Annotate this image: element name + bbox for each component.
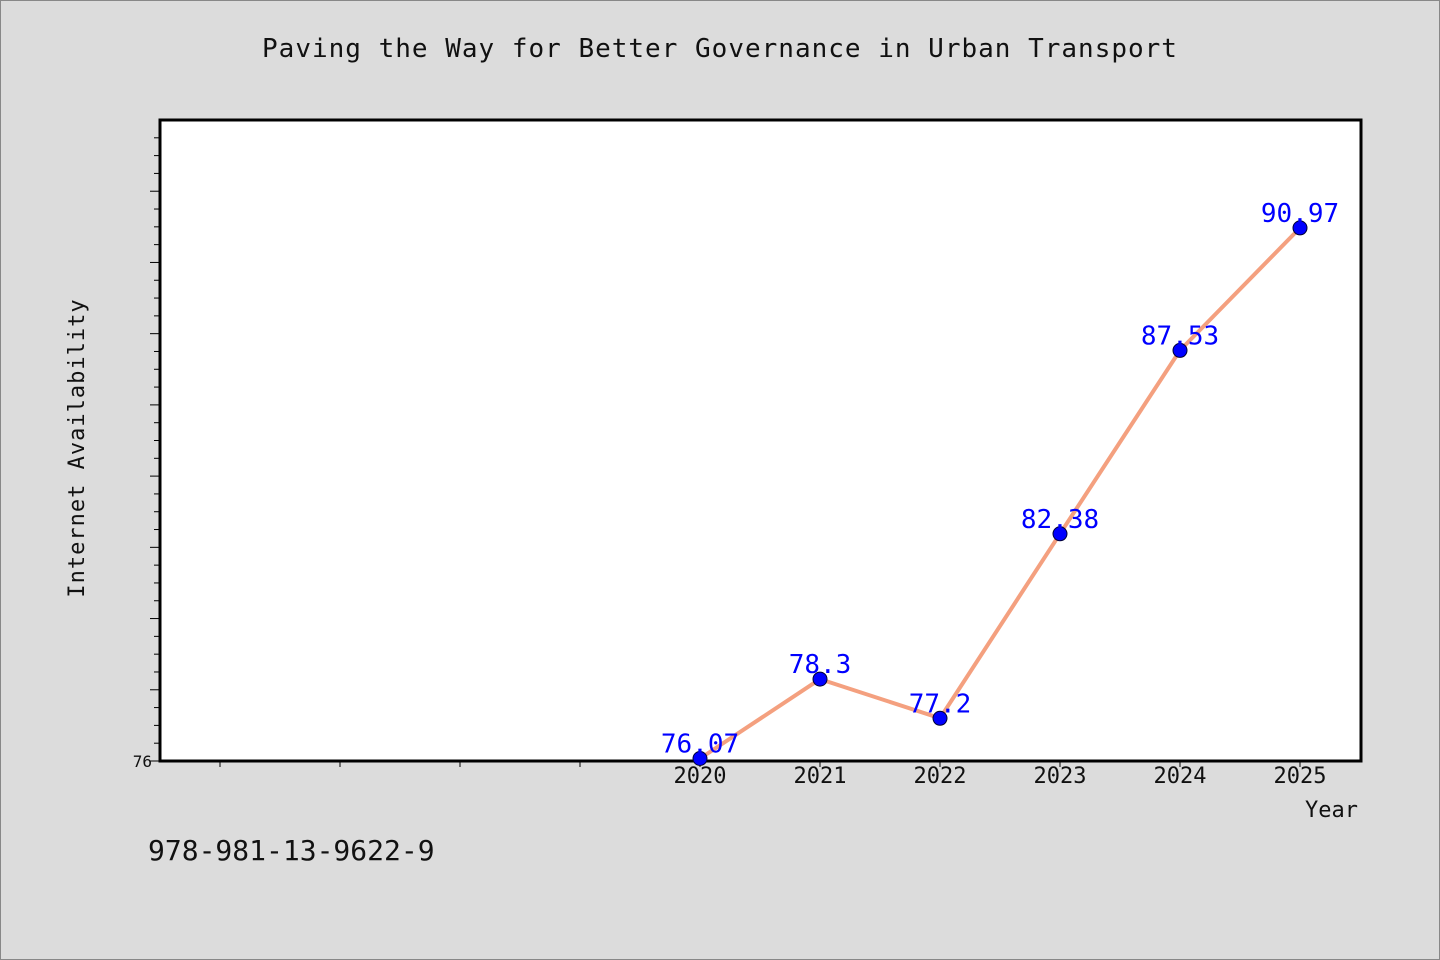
x-axis-label: Year bbox=[1305, 798, 1358, 823]
data-label: 87.53 bbox=[1141, 321, 1219, 351]
x-tick-label: 2021 bbox=[794, 764, 847, 789]
series-line-group bbox=[698, 226, 1302, 761]
chart-title: Paving the Way for Better Governance in … bbox=[262, 34, 1178, 64]
x-tick-label: 2022 bbox=[914, 764, 967, 789]
series-line bbox=[698, 226, 1302, 761]
data-label: 77.2 bbox=[909, 689, 972, 719]
y-tick-label: 76 bbox=[133, 752, 152, 771]
data-markers bbox=[692, 220, 1308, 767]
y-axis-ticks: 76 bbox=[133, 137, 160, 771]
y-axis-label: Internet Availability bbox=[65, 298, 90, 597]
data-label: 90.97 bbox=[1261, 199, 1339, 229]
x-tick-label: 2023 bbox=[1034, 764, 1087, 789]
data-label: 82.38 bbox=[1021, 505, 1099, 535]
x-axis-ticks: 2020 2021 2022 2023 2024 2025 bbox=[219, 761, 1327, 789]
plot-area bbox=[158, 118, 1363, 763]
data-point bbox=[1052, 526, 1068, 542]
data-labels: 76.07 78.3 77.2 82.38 87.53 90.97 bbox=[661, 199, 1339, 760]
data-label: 78.3 bbox=[789, 650, 852, 680]
data-point bbox=[1292, 220, 1308, 236]
data-point bbox=[932, 710, 948, 726]
x-tick-label: 2025 bbox=[1274, 764, 1327, 789]
x-tick-label: 2024 bbox=[1154, 764, 1207, 789]
x-tick-label: 2020 bbox=[674, 764, 727, 789]
data-point bbox=[692, 751, 708, 767]
isbn-text: 978-981-13-9622-9 bbox=[148, 834, 435, 867]
data-point bbox=[1172, 342, 1188, 358]
data-point bbox=[812, 671, 828, 687]
data-label: 76.07 bbox=[661, 730, 739, 760]
